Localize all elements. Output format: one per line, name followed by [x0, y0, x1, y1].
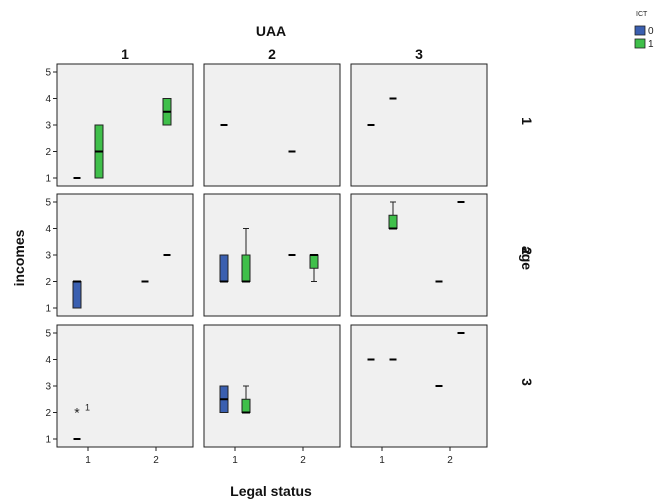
legend-label-0: 0 [648, 26, 654, 37]
column-title: UAA [256, 23, 286, 39]
box-ict-0 [219, 254, 229, 282]
x-tick-label: 1 [379, 455, 385, 466]
y-tick-label: 3 [45, 251, 51, 262]
box-ict-1 [241, 254, 251, 282]
box-ict-0 [72, 281, 82, 309]
legend-swatch-1 [634, 38, 646, 49]
box-ict-1 [309, 254, 319, 269]
row-title: age [519, 246, 535, 270]
y-tick-label: 3 [45, 382, 51, 393]
y-tick-label: 4 [45, 355, 51, 366]
y-tick-label: 2 [45, 277, 51, 288]
x-tick-label: 2 [153, 455, 159, 466]
column-header-1: 1 [121, 46, 129, 62]
x-tick-label: 2 [300, 455, 306, 466]
legend: ICT 0 1 [634, 11, 654, 50]
legend-label-1: 1 [648, 39, 654, 50]
row-header-2: 2 [519, 247, 535, 255]
column-header-3: 3 [415, 46, 423, 62]
legend-title: ICT [636, 11, 648, 18]
panel-grid: 1 2 3 1 2 3 1 2 3 4 5 1 2 3 4 5 1 2 3 4 5 1 2 1 2 1 2 * 1 [45, 46, 535, 466]
panel-1-1 [56, 63, 194, 187]
x-tick-label: 1 [85, 455, 91, 466]
column-header-2: 2 [268, 46, 276, 62]
y-tick-label: 2 [45, 147, 51, 158]
outlier-marker: * [74, 405, 80, 421]
y-tick-label: 4 [45, 224, 51, 235]
panel-2-3 [350, 193, 488, 317]
y-tick-label: 5 [45, 68, 51, 79]
row-header-3: 3 [519, 378, 535, 386]
outlier-label: 1 [85, 403, 90, 413]
x-tick-label: 1 [232, 455, 238, 466]
legend-swatch-0 [634, 25, 646, 36]
panel-3-1 [56, 324, 194, 448]
panel-3-3 [350, 324, 488, 448]
box-ict-1 [388, 214, 398, 229]
y-tick-label: 3 [45, 121, 51, 132]
y-tick-label: 1 [45, 174, 51, 185]
y-tick-label: 1 [45, 304, 51, 315]
y-tick-label: 2 [45, 408, 51, 419]
y-axis-label: incomes [11, 229, 27, 286]
y-tick-label: 5 [45, 198, 51, 209]
x-axis-label: Legal status [230, 483, 312, 499]
x-tick-label: 2 [447, 455, 453, 466]
y-tick-label: 5 [45, 329, 51, 340]
row-header-1: 1 [519, 117, 535, 125]
y-tick-label: 1 [45, 435, 51, 446]
box-ict-1 [241, 398, 251, 413]
y-tick-label: 4 [45, 94, 51, 105]
